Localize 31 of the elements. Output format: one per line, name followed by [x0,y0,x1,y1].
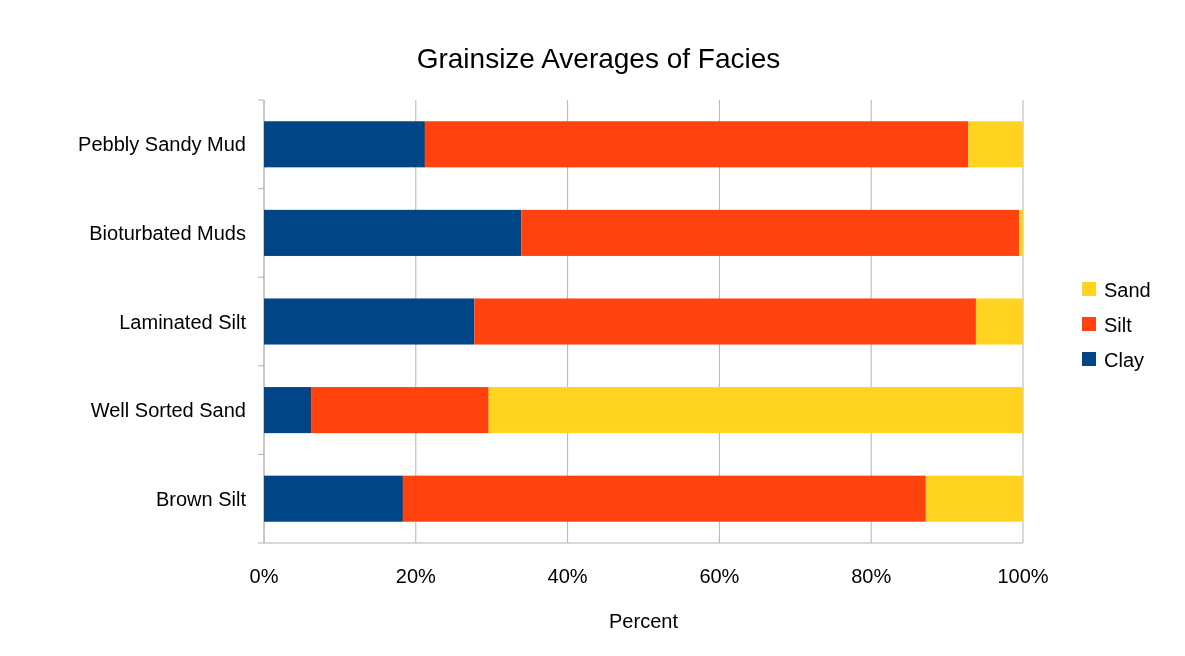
bar [925,475,1023,522]
x-tick-label: 20% [395,565,437,587]
y-tick-label: Laminated Silt [119,310,247,333]
y-tick-label: Bioturbated Muds [89,221,246,244]
bar [264,121,425,168]
x-tick-label: 40% [547,565,588,587]
legend-label: Silt [1104,314,1133,336]
bar [264,298,475,345]
x-tick-label: 80% [851,565,892,587]
bar [402,475,926,522]
y-tick-label: Brown Silt [155,487,247,510]
bar [968,121,1023,168]
x-tick-label: 0% [249,565,279,587]
legend-label: Clay [1104,349,1145,371]
bar [264,387,312,434]
bar [488,387,1023,434]
bar [474,298,976,345]
x-tick-label: 100% [997,565,1049,587]
bar [424,121,969,168]
y-tick-label: Pebbly Sandy Mud [78,133,246,156]
bar [311,387,489,434]
x-tick-label: 60% [699,565,740,587]
y-tick-label: Well Sorted Sand [90,399,246,422]
bar [521,209,1020,256]
bar [264,209,522,256]
bar [1019,209,1024,256]
legend-label: Sand [1104,279,1151,301]
chart-title: Grainsize Averages of Facies [416,43,781,74]
bar [975,298,1023,345]
x-axis-title: Percent [609,610,679,632]
bar [264,475,403,522]
